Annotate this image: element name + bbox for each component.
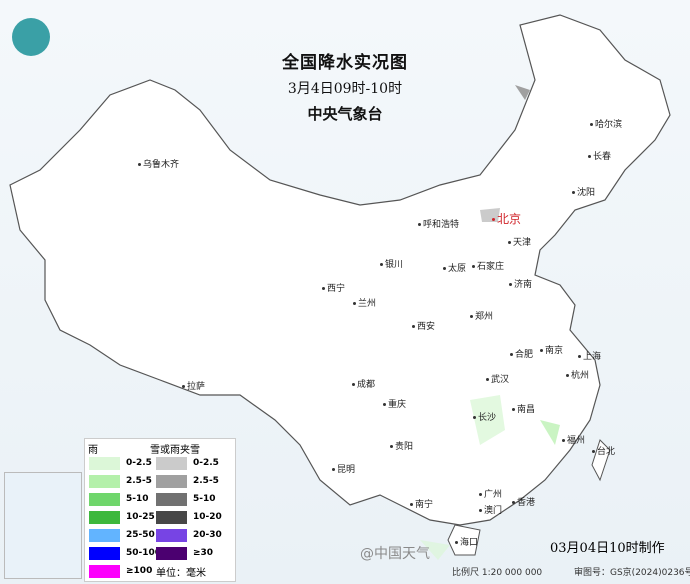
legend-item: 50-100 xyxy=(89,546,161,560)
legend-unit: 单位：毫米 xyxy=(156,568,206,579)
legend-label: 0-2.5 xyxy=(193,458,219,468)
approval-number: 审图号：GS京(2024)0236号 xyxy=(574,568,690,578)
city-label: 香港 xyxy=(512,498,535,509)
logo-icon xyxy=(12,18,50,56)
rain-area xyxy=(420,540,450,560)
china-outline xyxy=(9,14,671,526)
south-china-sea-inset xyxy=(4,472,82,579)
city-label: 石家庄 xyxy=(472,262,504,273)
legend-item: ≥100 xyxy=(89,564,152,578)
legend-item: 5-10 xyxy=(89,492,149,506)
legend-swatch xyxy=(156,492,187,506)
legend-label: 5-10 xyxy=(193,494,216,504)
legend-swatch xyxy=(156,546,187,560)
rain-area xyxy=(540,420,560,445)
legend-label: ≥30 xyxy=(193,548,214,558)
snow-area xyxy=(515,85,530,100)
map-title: 全国降水实况图 xyxy=(282,53,408,73)
city-label: 西安 xyxy=(412,322,435,333)
city-label: 重庆 xyxy=(383,400,406,411)
city-label: 北京 xyxy=(492,212,521,226)
legend-swatch xyxy=(156,456,187,470)
city-label: 南京 xyxy=(540,346,563,357)
city-label: 太原 xyxy=(443,264,466,275)
legend-swatch xyxy=(156,510,187,524)
legend-item: 5-10 xyxy=(156,492,216,506)
legend-swatch xyxy=(89,546,120,560)
legend-label: 25-50 xyxy=(126,530,155,540)
legend-swatch xyxy=(89,528,120,542)
legend-label: 20-30 xyxy=(193,530,222,540)
city-label: 沈阳 xyxy=(572,188,595,199)
city-label: 兰州 xyxy=(353,299,376,310)
city-label: 成都 xyxy=(352,380,375,391)
legend-item: 0-2.5 xyxy=(156,456,219,470)
legend-label: ≥100 xyxy=(126,566,153,576)
city-label: 长春 xyxy=(588,152,611,163)
city-label: 南昌 xyxy=(512,405,535,416)
taiwan-island xyxy=(591,439,611,482)
made-time: 03月04日10时制作 xyxy=(550,541,665,556)
legend-swatch xyxy=(89,510,120,524)
city-label: 合肥 xyxy=(510,350,533,361)
watermark: @中国天气 xyxy=(360,546,430,562)
legend-item: 0-2.5 xyxy=(89,456,152,470)
legend-item: 10-25 xyxy=(89,510,155,524)
legend-label: 0-2.5 xyxy=(126,458,152,468)
legend-item: 20-30 xyxy=(156,528,222,542)
city-label: 贵阳 xyxy=(390,442,413,453)
city-label: 台北 xyxy=(592,447,615,458)
city-label: 上海 xyxy=(578,352,601,363)
city-label: 呼和浩特 xyxy=(418,220,459,231)
city-label: 南宁 xyxy=(410,500,433,511)
legend-item: ≥30 xyxy=(156,546,213,560)
city-label: 哈尔滨 xyxy=(590,120,622,131)
city-label: 长沙 xyxy=(473,413,496,424)
legend-label: 10-25 xyxy=(126,512,155,522)
city-label: 乌鲁木齐 xyxy=(138,160,179,171)
city-label: 天津 xyxy=(508,238,531,249)
city-label: 西宁 xyxy=(322,284,345,295)
legend-item: 2.5-5 xyxy=(156,474,219,488)
city-label: 福州 xyxy=(562,436,585,447)
map-source: 中央气象台 xyxy=(307,105,383,123)
legend-item: 25-50 xyxy=(89,528,155,542)
legend-label: 5-10 xyxy=(126,494,149,504)
city-label: 武汉 xyxy=(486,375,509,386)
city-label: 澳门 xyxy=(479,506,502,517)
legend: 雨 雪或雨夹雪 0-2.5 2.5-5 5-10 10-25 25-50 50-100 ≥1… xyxy=(84,438,236,582)
legend-item: 2.5-5 xyxy=(89,474,152,488)
legend-swatch xyxy=(156,474,187,488)
legend-swatch xyxy=(89,474,120,488)
legend-swatch xyxy=(89,564,120,578)
city-label: 杭州 xyxy=(566,371,589,382)
legend-swatch xyxy=(89,492,120,506)
city-label: 银川 xyxy=(380,260,403,271)
city-label: 郑州 xyxy=(470,312,493,323)
legend-swatch xyxy=(89,456,120,470)
city-label: 海口 xyxy=(455,538,478,549)
city-label: 广州 xyxy=(479,490,502,501)
legend-label: 50-100 xyxy=(126,548,162,558)
legend-snow-title: 雪或雨夹雪 xyxy=(150,445,200,456)
city-label: 拉萨 xyxy=(182,382,205,393)
city-label: 济南 xyxy=(509,280,532,291)
legend-rain-title: 雨 xyxy=(88,445,98,456)
legend-label: 10-20 xyxy=(193,512,222,522)
city-label: 昆明 xyxy=(332,465,355,476)
scale: 比例尺 1:20 000 000 xyxy=(452,568,543,578)
legend-item: 10-20 xyxy=(156,510,222,524)
map-time-range: 3月4日09时-10时 xyxy=(287,81,403,97)
legend-label: 2.5-5 xyxy=(126,476,152,486)
legend-label: 2.5-5 xyxy=(193,476,219,486)
legend-swatch xyxy=(156,528,187,542)
